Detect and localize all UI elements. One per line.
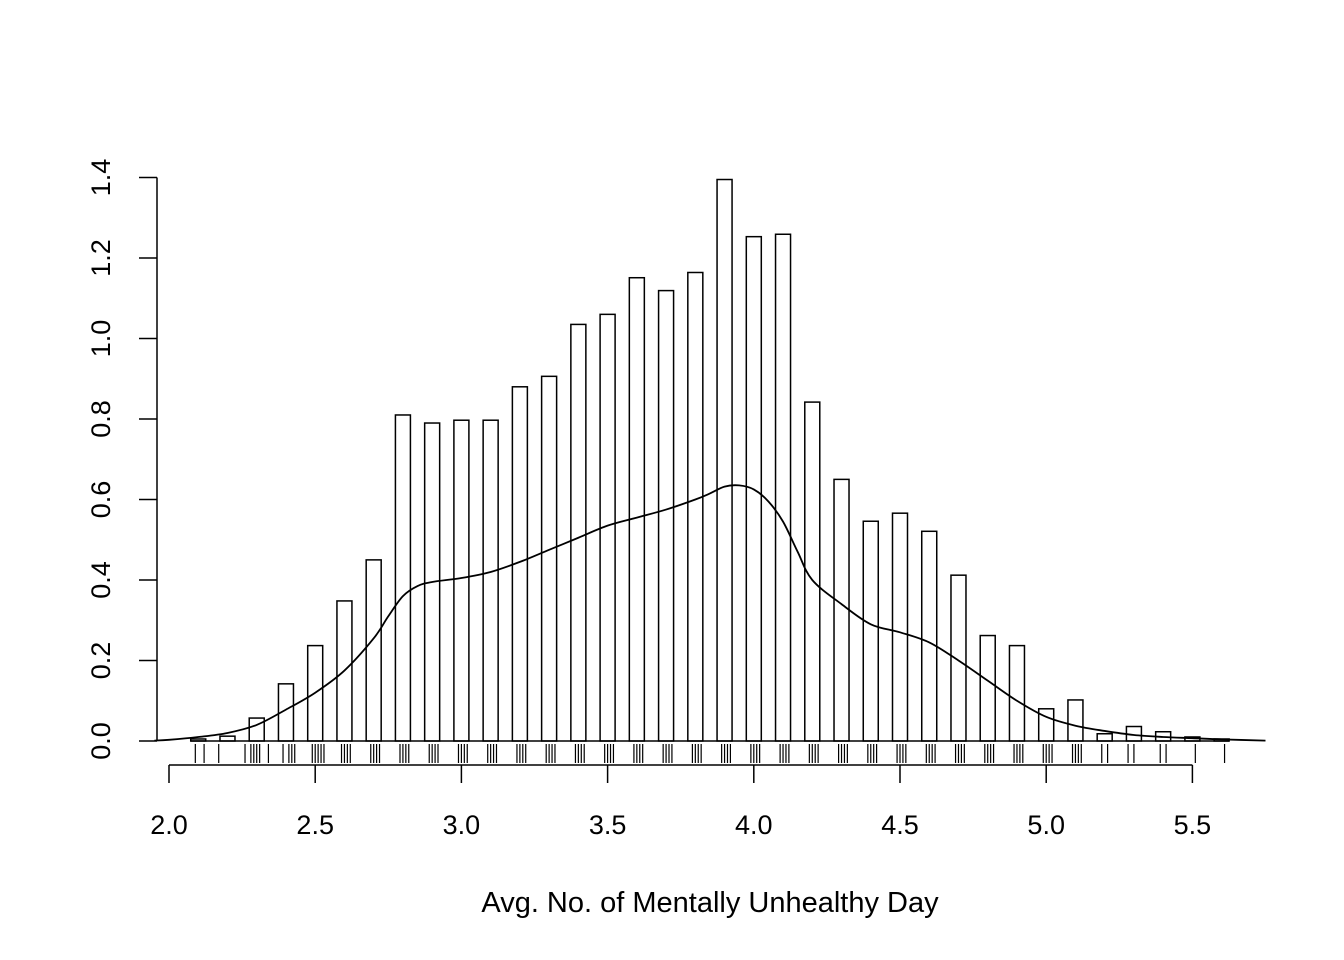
y-tick-label: 1.4: [86, 159, 116, 197]
y-tick-label: 0.4: [86, 561, 116, 599]
histogram-bars: [189, 178, 1230, 742]
histogram-bar: [920, 530, 938, 742]
histogram-bar: [657, 289, 675, 742]
x-axis: 2.0 2.5 3.0 3.5 4.0 4.5 5.0 5.5: [150, 764, 1212, 840]
histogram-bar: [453, 419, 470, 742]
histogram-bar: [979, 634, 996, 742]
x-tick-label: 4.5: [881, 810, 919, 840]
histogram-bar: [1008, 644, 1026, 742]
x-tick-label: 5.0: [1027, 810, 1065, 840]
y-axis: 0.0 0.2 0.4 0.6 0.8 1.0 1.2 1.4: [86, 159, 158, 760]
x-tick-label: 3.0: [443, 810, 481, 840]
histogram-bar: [891, 512, 909, 742]
histogram-bar: [628, 276, 646, 742]
x-tick-label: 2.5: [296, 810, 334, 840]
histogram-bar: [1067, 699, 1084, 742]
histogram-bar: [1096, 733, 1113, 742]
histogram-bar: [540, 375, 558, 742]
histogram-bar: [774, 233, 792, 742]
histogram-bar: [833, 478, 850, 742]
x-tick-label: 5.5: [1174, 810, 1212, 840]
y-tick-label: 1.0: [86, 320, 116, 358]
x-tick-label: 4.0: [735, 810, 773, 840]
histogram-bar: [570, 323, 587, 742]
y-tick-label: 0.0: [86, 722, 116, 760]
y-tick-label: 0.8: [86, 400, 116, 438]
histogram-bar: [687, 271, 704, 742]
histogram-bar: [248, 717, 265, 742]
x-axis-label: Avg. No. of Mentally Unhealthy Day: [481, 887, 939, 919]
histogram-bar: [394, 414, 412, 742]
histogram-bar: [716, 178, 733, 742]
y-tick-label: 0.6: [86, 481, 116, 519]
x-tick-label: 3.5: [589, 810, 627, 840]
x-tick-label: 2.0: [150, 810, 188, 840]
y-tick-label: 1.2: [86, 239, 116, 277]
histogram-bar: [862, 520, 880, 742]
histogram-bar: [482, 419, 499, 742]
rug-marks: [194, 744, 1226, 763]
y-tick-label: 0.2: [86, 642, 116, 680]
density-curve: [154, 484, 1266, 742]
histogram-bar: [365, 559, 382, 742]
